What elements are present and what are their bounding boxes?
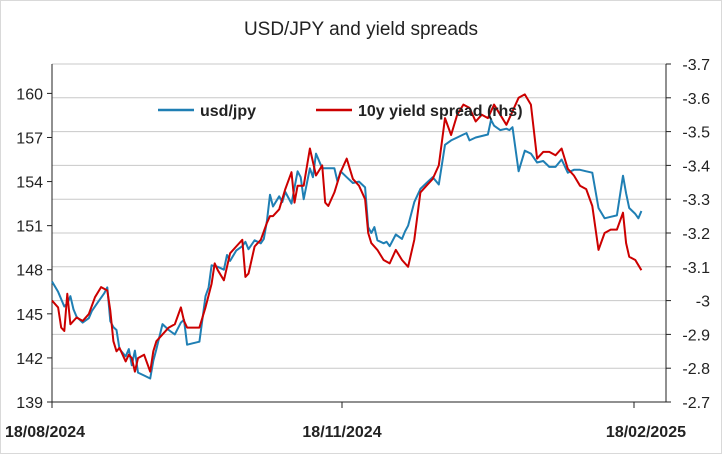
x-tick-label: 18/11/2024 — [302, 424, 381, 441]
left-tick-label: 151 — [16, 219, 43, 236]
right-tick-label: -3 — [696, 294, 710, 311]
left-tick-label: 145 — [16, 307, 43, 324]
x-tick-label: 18/08/2024 — [5, 424, 85, 441]
right-tick-label: -3.2 — [682, 226, 710, 243]
series-lines — [51, 93, 643, 380]
left-tick-label: 157 — [16, 130, 43, 147]
left-tick-label: 154 — [16, 175, 43, 192]
right-axis-ticks: -2.7 -2.8 -2.9 -3 -3.1 -3.2 -3.3 -3.4 -3.5 -3.6 -3… — [666, 57, 710, 412]
legend: usd/jpy 10y yield spread (rhs) — [158, 103, 523, 120]
chart-title: USD/JPY and yield spreads — [243, 19, 479, 40]
right-tick-label: -3.7 — [682, 57, 710, 74]
right-tick-label: -3.3 — [682, 192, 710, 209]
yield-spread-series-line — [51, 93, 643, 373]
legend-label: usd/jpy — [200, 103, 256, 120]
right-tick-label: -3.6 — [682, 91, 710, 108]
left-tick-label: 148 — [16, 263, 43, 280]
right-tick-label: -2.8 — [682, 361, 710, 378]
right-tick-label: -3.1 — [682, 260, 710, 277]
left-tick-label: 142 — [16, 351, 43, 368]
legend-label: 10y yield spread (rhs) — [358, 103, 523, 120]
right-tick-label: -3.4 — [682, 158, 710, 175]
left-tick-label: 160 — [16, 86, 43, 103]
left-tick-label: 139 — [16, 395, 43, 412]
x-axis-ticks: 18/08/2024 18/11/2024 18/02/2025 — [5, 402, 686, 441]
right-tick-label: -3.5 — [682, 125, 710, 142]
right-tick-label: -2.9 — [682, 327, 710, 344]
left-axis-ticks: 139 142 145 148 151 154 157 160 — [16, 86, 52, 412]
right-tick-label: -2.7 — [682, 395, 710, 412]
x-tick-label: 18/02/2025 — [606, 424, 686, 441]
